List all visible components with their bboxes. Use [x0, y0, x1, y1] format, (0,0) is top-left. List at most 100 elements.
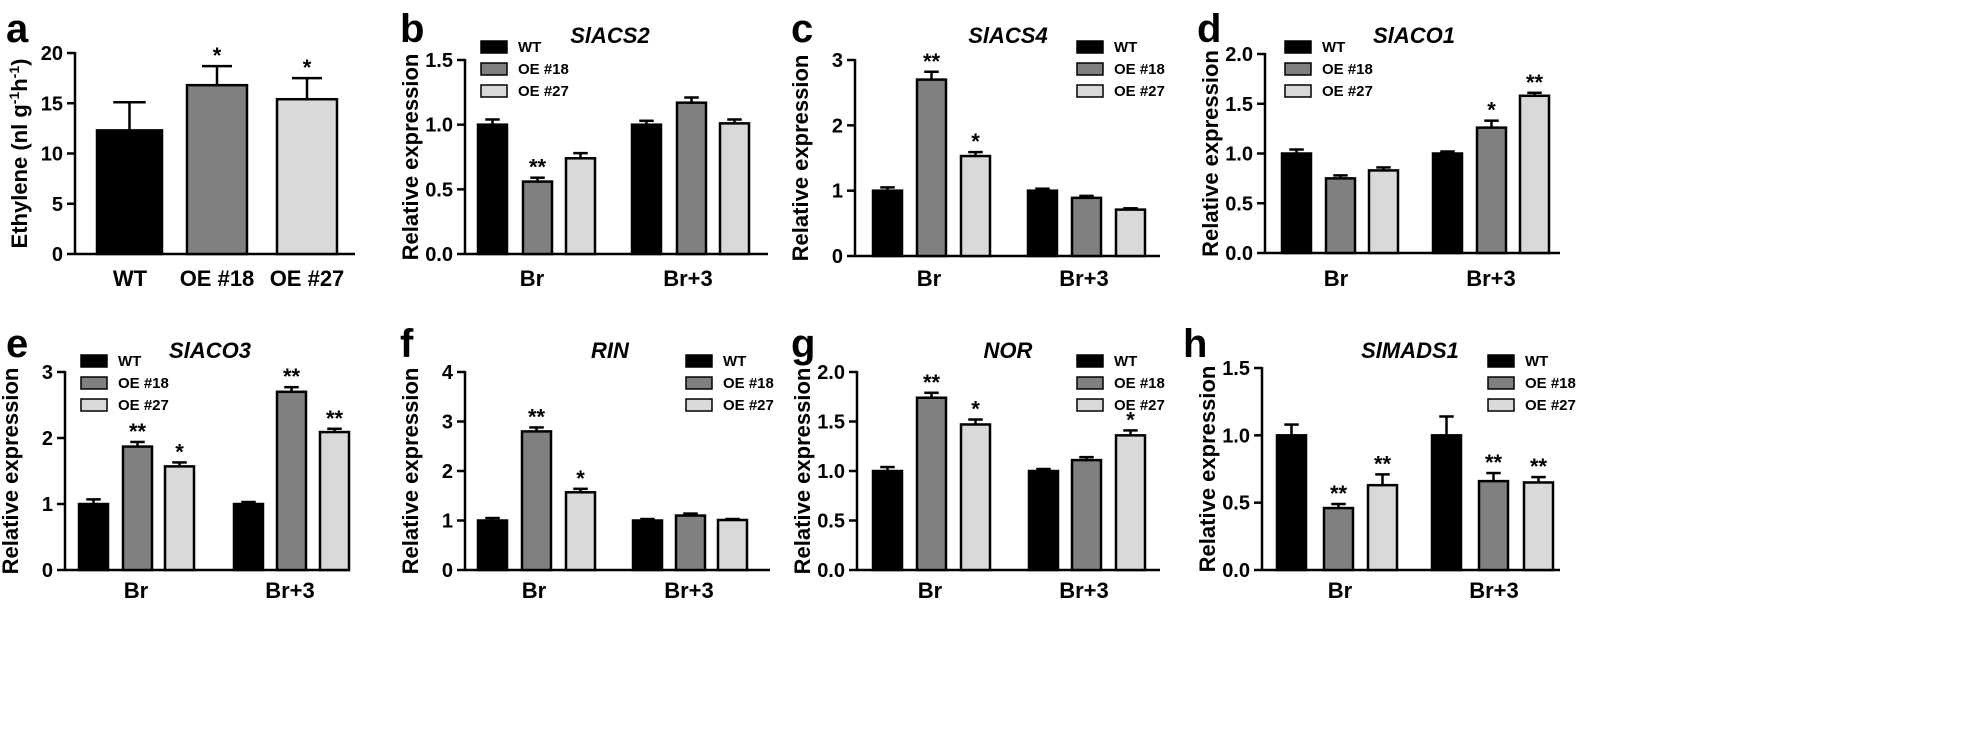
- legend-swatch: [80, 354, 108, 368]
- panel-letter: c: [791, 7, 813, 51]
- legend-swatch: [1076, 398, 1104, 412]
- y-tick-label: 10: [41, 144, 63, 166]
- legend-swatch: [685, 398, 713, 412]
- legend-label: OE #18: [1114, 61, 1165, 78]
- significance-mark: *: [213, 43, 222, 68]
- bar: [564, 491, 597, 572]
- gene-title: SlACO1: [1373, 23, 1455, 48]
- bar: [476, 123, 509, 256]
- y-tick-label: 2: [442, 461, 453, 483]
- legend-label: OE #18: [1322, 61, 1373, 78]
- legend-label: WT: [518, 39, 541, 56]
- y-tick-label: 15: [41, 93, 63, 115]
- y-tick-label: 2.0: [1225, 44, 1253, 66]
- x-category-label: Br: [1328, 578, 1353, 603]
- y-tick-label: 1.5: [817, 412, 845, 434]
- bar: [1027, 469, 1060, 572]
- legend-label: OE #18: [723, 375, 774, 392]
- y-axis-label: Relative expression: [1198, 50, 1223, 257]
- y-tick-label: 1: [42, 494, 53, 516]
- y-axis-label: Relative expression: [0, 368, 23, 575]
- bar: [718, 122, 751, 256]
- y-tick-label: 2.0: [817, 362, 845, 384]
- bar: [1475, 126, 1508, 255]
- y-tick-label: 1: [442, 511, 453, 533]
- bar: [185, 83, 249, 256]
- y-tick-label: 3: [832, 50, 843, 72]
- bar: [232, 502, 265, 572]
- significance-mark: **: [1374, 451, 1392, 476]
- legend-label: WT: [1525, 353, 1548, 370]
- y-tick-label: 0.5: [425, 179, 453, 201]
- x-category-label: Br+3: [1466, 266, 1516, 291]
- legend-label: OE #27: [1114, 83, 1165, 100]
- x-category-label: Br: [522, 578, 547, 603]
- bar: [1114, 434, 1147, 572]
- x-category-label: Br+3: [1469, 578, 1519, 603]
- bar: [318, 430, 351, 572]
- y-tick-label: 20: [41, 43, 63, 65]
- y-tick-label: 5: [52, 194, 63, 216]
- bar: [1275, 434, 1308, 572]
- bar: [631, 519, 664, 572]
- gene-title: SlACS2: [570, 23, 650, 48]
- y-tick-label: 1.5: [425, 50, 453, 72]
- x-category-label: Br+3: [265, 578, 315, 603]
- x-category-label: Br+3: [1059, 266, 1109, 291]
- bar: [521, 180, 554, 256]
- y-tick-label: 1.5: [1222, 358, 1250, 380]
- y-tick-label: 0.0: [425, 244, 453, 266]
- bar: [674, 514, 707, 572]
- y-tick-label: 2: [42, 428, 53, 450]
- panel-letter: d: [1197, 7, 1221, 51]
- bar: [1280, 152, 1313, 255]
- y-axis-label: Ethylene (nl g-1h-1): [6, 59, 32, 249]
- significance-mark: **: [129, 419, 147, 444]
- bar: [1431, 152, 1464, 255]
- y-tick-label: 1.0: [1222, 425, 1250, 447]
- y-axis-label: Relative expression: [790, 368, 815, 575]
- y-tick-label: 0.5: [817, 511, 845, 533]
- bar: [1324, 177, 1357, 255]
- y-tick-label: 0: [442, 560, 453, 582]
- gene-title: RIN: [591, 338, 630, 363]
- significance-mark: **: [1530, 454, 1548, 479]
- legend-swatch: [685, 376, 713, 390]
- gene-title: SlACO3: [169, 338, 251, 363]
- significance-mark: **: [283, 364, 301, 389]
- bar: [1366, 483, 1399, 572]
- panel-letter: b: [400, 7, 424, 51]
- x-category-label: OE #18: [180, 266, 255, 291]
- bar: [1114, 208, 1147, 258]
- y-tick-label: 2: [832, 115, 843, 137]
- y-tick-label: 0.5: [1222, 493, 1250, 515]
- gene-title: SlMADS1: [1361, 338, 1459, 363]
- bar: [716, 518, 749, 572]
- y-axis-label: Relative expression: [1195, 366, 1220, 573]
- significance-mark: **: [923, 49, 941, 74]
- legend-label: OE #27: [1525, 397, 1576, 414]
- y-tick-label: 1.0: [425, 115, 453, 137]
- significance-mark: **: [528, 404, 546, 429]
- bar: [1518, 94, 1551, 255]
- legend-label: OE #27: [1322, 83, 1373, 100]
- y-axis-label: Relative expression: [398, 54, 423, 261]
- panel-letter: g: [791, 322, 815, 366]
- bar: [476, 519, 509, 572]
- panel-letter: f: [400, 322, 414, 366]
- legend-label: OE #18: [118, 375, 169, 392]
- y-tick-label: 0: [832, 246, 843, 268]
- bar: [959, 423, 992, 572]
- gene-title: SlACS4: [968, 23, 1047, 48]
- significance-mark: **: [1526, 70, 1544, 95]
- panel-letter: e: [6, 322, 28, 366]
- bar: [77, 502, 110, 572]
- x-category-label: Br: [520, 266, 545, 291]
- significance-mark: **: [326, 406, 344, 431]
- panel-letter: a: [6, 7, 29, 51]
- significance-mark: **: [923, 370, 941, 395]
